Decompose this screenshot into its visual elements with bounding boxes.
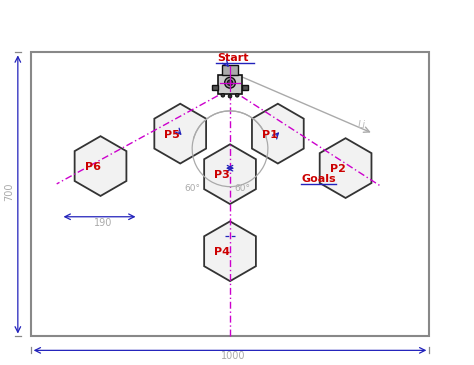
Circle shape xyxy=(228,95,232,98)
Polygon shape xyxy=(252,104,304,164)
Text: P5: P5 xyxy=(164,130,180,139)
Circle shape xyxy=(225,77,236,88)
Text: P4: P4 xyxy=(214,247,230,257)
Circle shape xyxy=(236,93,239,97)
Text: P1: P1 xyxy=(262,130,278,139)
Text: 700: 700 xyxy=(4,183,14,201)
Bar xyxy=(212,85,219,90)
Text: P2: P2 xyxy=(330,164,346,174)
Bar xyxy=(31,53,429,337)
Polygon shape xyxy=(74,136,127,196)
Text: Goals: Goals xyxy=(302,174,337,184)
Text: 190: 190 xyxy=(93,218,112,228)
Polygon shape xyxy=(204,144,256,204)
Text: 60°: 60° xyxy=(184,184,200,193)
Circle shape xyxy=(228,80,233,85)
Text: Start: Start xyxy=(217,53,248,62)
Text: 1000: 1000 xyxy=(221,351,246,361)
Polygon shape xyxy=(155,104,206,164)
Polygon shape xyxy=(204,221,256,281)
Text: P3: P3 xyxy=(214,170,230,180)
Text: 60°: 60° xyxy=(234,184,250,193)
Circle shape xyxy=(221,93,225,97)
Bar xyxy=(222,65,238,75)
Text: P6: P6 xyxy=(84,162,100,172)
Bar xyxy=(242,85,248,90)
Bar xyxy=(219,75,242,95)
Text: Li: Li xyxy=(357,120,365,130)
Polygon shape xyxy=(319,138,372,198)
